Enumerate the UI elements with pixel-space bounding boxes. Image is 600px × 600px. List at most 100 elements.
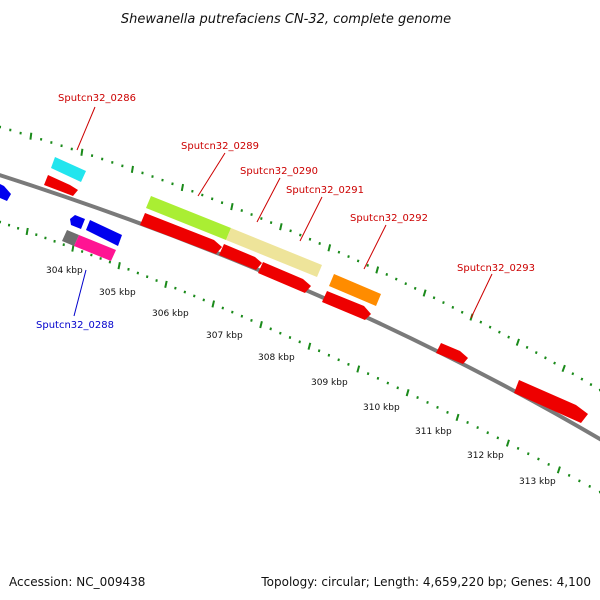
gc-outer-dot [151,175,154,178]
gc-inner-dot [537,457,540,461]
leader-0288 [73,269,87,317]
gene-label-0290[interactable]: Sputcn32_0290 [240,166,318,177]
tick-label-307: 307 kbp [206,331,243,341]
gc-outer-dot [299,233,302,237]
red-gene-0293-large[interactable] [514,380,588,423]
red-gene-0290[interactable] [219,244,262,270]
red-gene-0289[interactable] [140,213,222,254]
gc-inner-dot [307,342,312,350]
gc-outer-dot [561,364,566,373]
pink-feature-0288[interactable] [74,235,116,261]
gc-inner-dot [231,310,234,314]
red-gene-0293-small[interactable] [436,343,468,364]
gc-inner-dot [486,431,490,435]
cyan-feature-0286[interactable] [51,157,86,182]
gc-outer-dot [90,154,94,158]
gc-outer-dot [308,237,312,241]
gc-outer-dot [111,161,114,164]
gc-inner-dot [99,257,102,260]
gc-outer-dot [404,282,408,286]
gc-inner-dot [80,250,84,253]
gc-inner-dot [269,327,272,331]
gc-outer-dot [260,217,263,220]
gc-outer-dot [70,147,73,151]
gc-inner-dot [505,439,510,447]
gc-inner-dot [117,262,121,270]
gene-label-0293[interactable]: Sputcn32_0293 [457,263,535,274]
gc-inner-dot [298,340,301,344]
leader-0292 [363,224,387,270]
gc-outer-dot [269,221,273,225]
tick-label-304: 304 kbp [46,266,83,276]
gc-inner-dot [455,413,460,422]
gene-label-0291[interactable]: Sputcn32_0291 [286,185,364,196]
left-edge-blue-gene[interactable] [0,184,11,201]
gc-inner-dot [164,280,168,288]
gray-feature-0288[interactable] [62,230,79,246]
tick-label-305: 305 kbp [99,288,136,298]
accession-text: Accession: NC_009438 [9,575,145,589]
gc-inner-dot [567,473,571,477]
gc-outer-dot [19,131,22,135]
genome-backbone [0,173,600,442]
gc-outer-dot [515,338,520,346]
gc-outer-dot [422,289,427,297]
leader-0286 [76,106,96,151]
gc-outer-dot [460,310,464,314]
gc-inner-dot [35,233,38,237]
blue-gene-small-a[interactable] [70,215,85,229]
gc-outer-dot [201,193,204,197]
gene-label-0288[interactable]: Sputcn32_0288 [36,320,114,331]
gc-inner-dot [396,386,400,390]
lime-feature-0289[interactable] [146,196,231,240]
gene-labels: Sputcn32_0286 Sputcn32_0288 Sputcn32_028… [36,93,535,331]
khaki-feature-0290[interactable] [226,228,322,277]
gc-inner-dot [288,336,292,339]
gc-inner-dot [547,462,550,466]
gc-inner-dot [526,452,530,456]
red-gene-0292[interactable] [322,291,371,320]
gc-inner-dot [376,376,380,380]
gc-outer-dot [553,361,556,365]
gc-inner-dot [516,446,520,450]
tick-label-312: 312 kbp [467,451,504,461]
gc-inner-dot [62,243,65,247]
red-gene-0286[interactable] [44,175,78,196]
gc-inner-dot [183,290,187,294]
gc-outer-dot [507,335,510,339]
gc-outer-dot [337,250,341,254]
tick-label-306: 306 kbp [152,309,189,319]
orange-feature-0292[interactable] [329,274,381,306]
gc-outer-dot [442,301,445,305]
gc-outer-dot [385,272,389,276]
gene-label-0286[interactable]: Sputcn32_0286 [58,93,136,104]
gc-outer-dot [366,263,369,267]
gc-inner-dot [25,227,29,236]
gc-outer-dot [130,165,134,174]
label-leaders [73,106,493,319]
gc-outer-dot [29,132,33,140]
gc-outer-dot [571,372,575,376]
blue-gene-small-b[interactable] [86,220,122,246]
gc-inner-dot [145,275,149,279]
gc-inner-dot [221,306,225,310]
tick-label-311: 311 kbp [415,427,452,437]
gc-inner-dot [240,314,244,318]
gc-outer-dot [479,320,483,324]
gc-outer-dot [210,197,214,201]
gc-inner-dot [446,410,449,414]
gc-outer-dot [171,182,174,186]
gc-outer-dot [39,137,43,141]
gc-inner-dot [588,484,592,488]
gc-outer-dot [141,171,144,175]
tick-label-308: 308 kbp [258,353,295,363]
gc-outer-dot [525,345,529,349]
red-gene-0291[interactable] [258,262,311,293]
gc-outer-dot [220,201,224,205]
gc-inner-dot [466,420,469,424]
gc-outer-dot [121,164,124,168]
gene-label-0289[interactable]: Sputcn32_0289 [181,141,259,152]
leader-0290 [256,177,281,223]
gc-inner-dot [44,236,47,240]
gene-label-0292[interactable]: Sputcn32_0292 [350,213,428,224]
